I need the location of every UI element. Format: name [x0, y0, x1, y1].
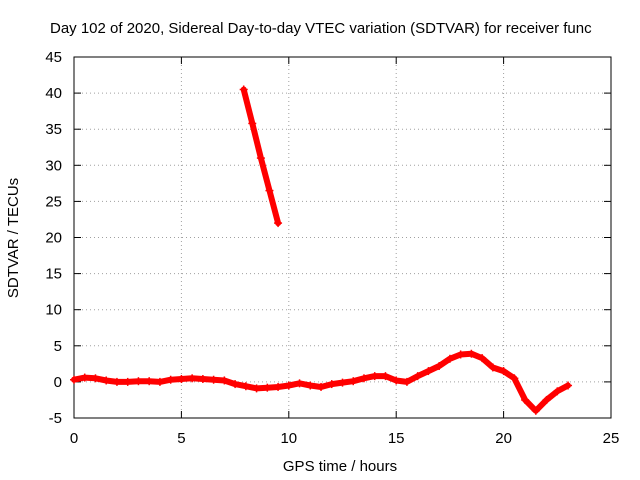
- data-point: [531, 406, 540, 415]
- x-tick-label: 0: [70, 430, 78, 447]
- y-tick-label: 20: [45, 230, 62, 247]
- y-tick-label: 15: [45, 266, 62, 283]
- data-point: [381, 372, 390, 381]
- y-tick-label: 30: [45, 157, 62, 174]
- data-point: [188, 374, 197, 383]
- data-point: [134, 377, 143, 386]
- data-point: [91, 374, 100, 383]
- data-point: [155, 377, 164, 386]
- data-point: [231, 380, 240, 389]
- data-point: [295, 379, 304, 388]
- data-point: [241, 382, 250, 391]
- data-point: [274, 219, 283, 228]
- grid: [74, 57, 611, 418]
- data-point: [70, 375, 78, 384]
- x-tick-label: 10: [280, 430, 297, 447]
- data-point: [467, 349, 476, 358]
- data-point: [123, 377, 132, 386]
- y-tick-label: 0: [54, 374, 62, 391]
- data-point: [327, 380, 336, 389]
- y-axis-label: SDTVAR / TECUs: [5, 178, 22, 298]
- data-point: [553, 387, 562, 396]
- y-axis: -5 0 5 10 15 20 25 30 35 40 45: [45, 49, 611, 427]
- x-axis: 0 5 10 15 20 25: [70, 57, 620, 447]
- data-point: [239, 85, 248, 94]
- y-tick-label: 25: [45, 193, 62, 210]
- y-tick-label: 35: [45, 121, 62, 138]
- data-point: [209, 375, 218, 384]
- data-point: [499, 367, 508, 376]
- data-point: [359, 374, 368, 383]
- y-tick-label: 40: [45, 85, 62, 102]
- data-point: [284, 381, 293, 390]
- data-point: [248, 119, 257, 128]
- data-point: [445, 354, 454, 363]
- data-point: [274, 382, 283, 391]
- data-point: [392, 376, 401, 385]
- data-point: [252, 384, 261, 393]
- data-point: [338, 378, 347, 387]
- y-tick-label: -5: [49, 410, 62, 427]
- data-point: [112, 377, 121, 386]
- data-point: [265, 186, 274, 195]
- data-point: [256, 154, 265, 163]
- data-point: [80, 373, 89, 382]
- data-point: [424, 367, 433, 376]
- data-point: [521, 395, 530, 404]
- data-point: [564, 381, 573, 390]
- x-tick-label: 5: [177, 430, 185, 447]
- data-point: [435, 362, 444, 371]
- series-band: [71, 350, 571, 414]
- data-point: [263, 383, 272, 392]
- data-point: [370, 372, 379, 381]
- data-point: [145, 377, 154, 386]
- x-axis-label: GPS time / hours: [283, 458, 397, 475]
- x-tick-label: 15: [388, 430, 405, 447]
- data-point: [456, 350, 465, 359]
- y-tick-label: 10: [45, 302, 62, 319]
- data-point: [166, 375, 175, 384]
- x-tick-label: 20: [495, 430, 512, 447]
- data-series: [70, 85, 573, 415]
- data-point: [306, 381, 315, 390]
- y-tick-label: 5: [54, 338, 62, 355]
- data-point: [510, 374, 519, 383]
- data-point: [102, 376, 111, 385]
- data-point: [198, 375, 207, 384]
- chart-title: Day 102 of 2020, Sidereal Day-to-day VTE…: [50, 20, 592, 37]
- data-point: [349, 377, 358, 386]
- data-point: [413, 372, 422, 381]
- data-point: [542, 395, 551, 404]
- x-tick-label: 25: [603, 430, 620, 447]
- data-point: [488, 363, 497, 372]
- data-point: [478, 354, 487, 363]
- data-point: [177, 375, 186, 384]
- data-point: [220, 376, 229, 385]
- data-point: [317, 382, 326, 391]
- y-tick-label: 45: [45, 49, 62, 66]
- data-point: [402, 377, 411, 386]
